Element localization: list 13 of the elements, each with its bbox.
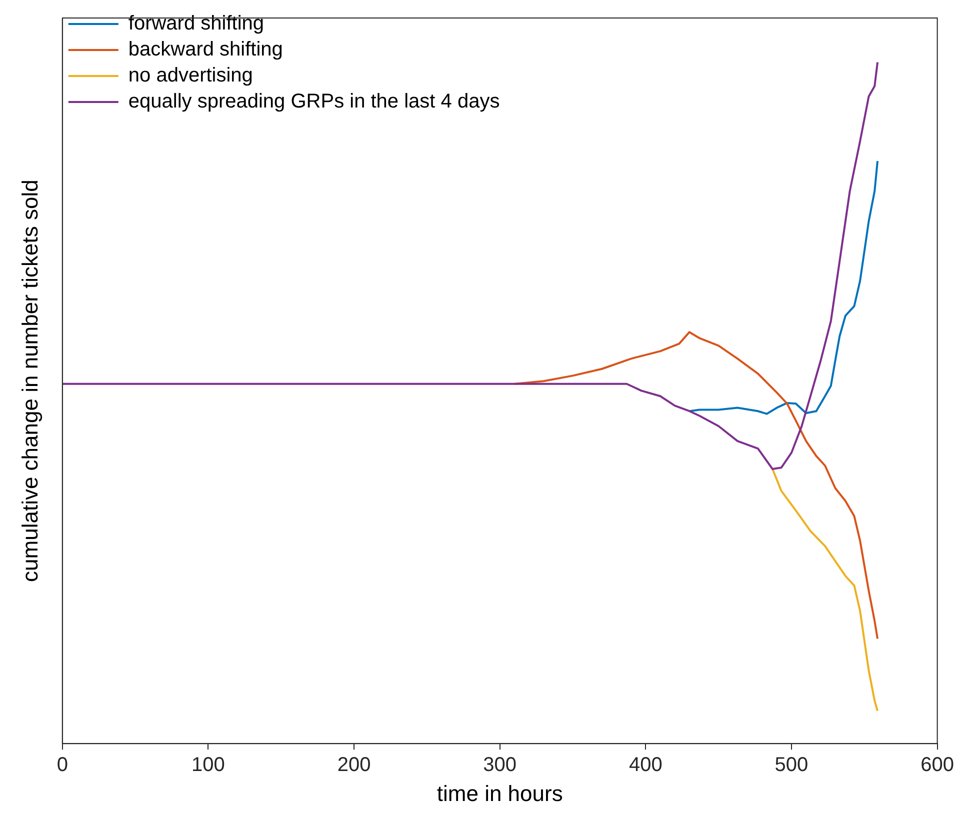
legend-label: forward shifting	[128, 12, 264, 35]
legend-label: backward shifting	[128, 38, 283, 61]
x-tick-label: 200	[337, 754, 371, 776]
x-tick-label: 500	[774, 754, 808, 776]
x-tick-label: 400	[628, 754, 662, 776]
x-tick-label: 0	[56, 754, 68, 776]
x-tick-label: 600	[920, 754, 954, 776]
legend-label: equally spreading GRPs in the last 4 days	[128, 90, 500, 113]
y-axis-title: cumulative change in number tickets sold	[17, 180, 42, 582]
x-tick-label: 300	[483, 754, 517, 776]
x-tick-label: 100	[192, 754, 225, 776]
legend-label: no advertising	[128, 64, 253, 87]
x-axis-title: time in hours	[436, 780, 563, 806]
